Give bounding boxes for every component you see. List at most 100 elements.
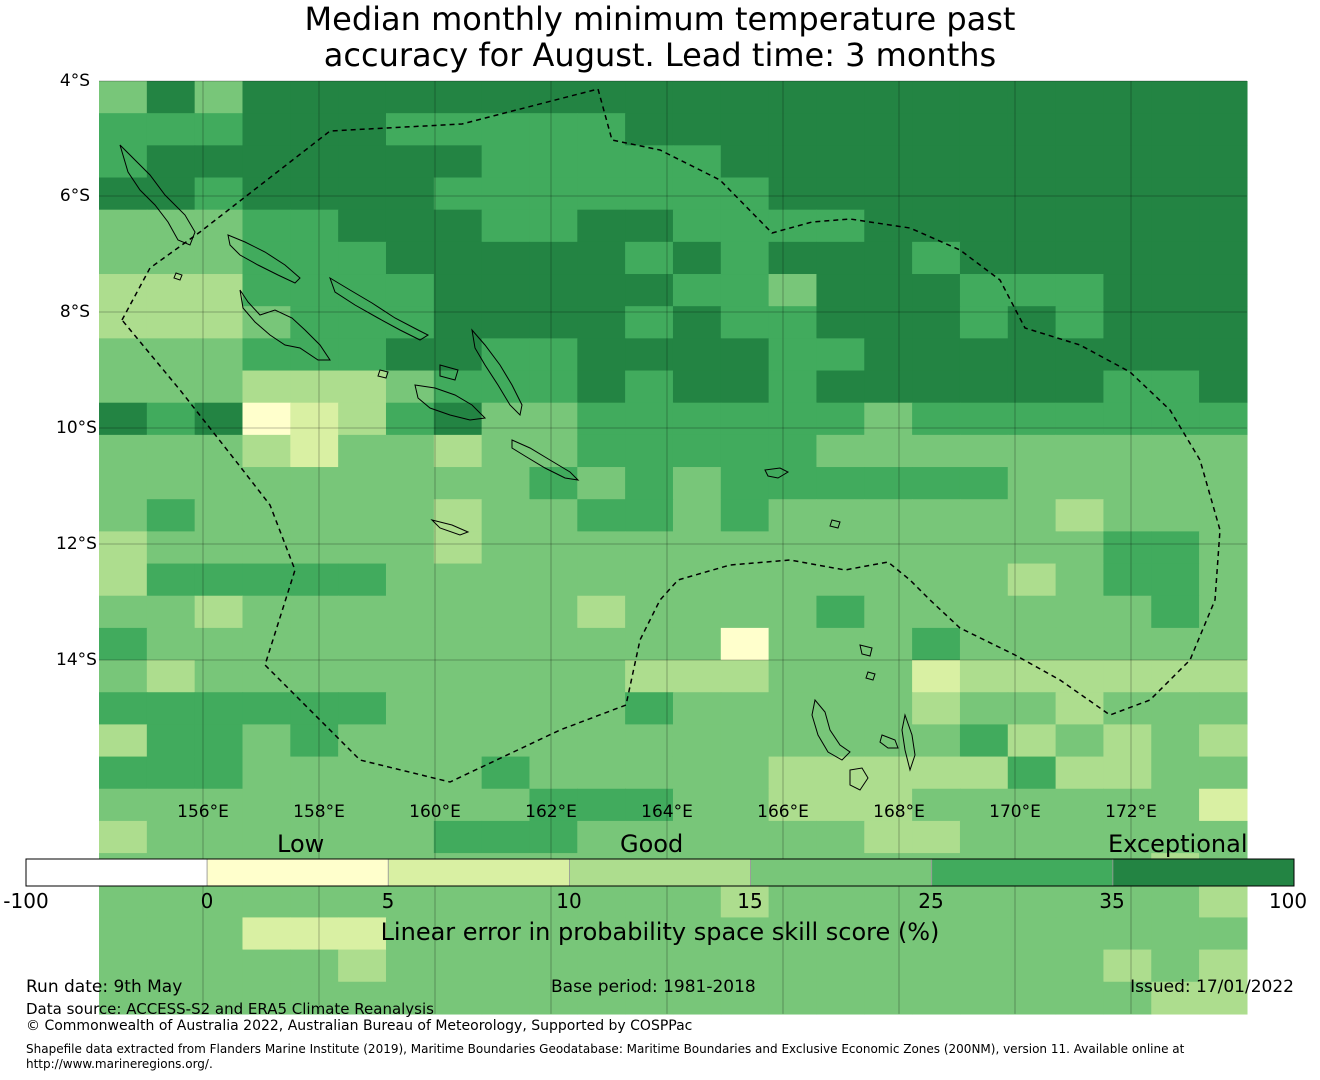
grid-cell xyxy=(338,981,387,1015)
grid-cell xyxy=(672,177,722,211)
grid-cell xyxy=(433,177,483,211)
grid-cell xyxy=(481,692,531,725)
grid-cell xyxy=(433,949,483,983)
grid-cell xyxy=(1103,917,1152,951)
grid-cell xyxy=(1199,917,1248,951)
colorbar-segment xyxy=(569,858,751,887)
legend-category-good: Good xyxy=(620,830,684,858)
grid-cell xyxy=(1151,949,1200,983)
grid-cell xyxy=(194,81,244,114)
grid-cell xyxy=(768,177,818,211)
grid-cell xyxy=(625,370,674,404)
grid-cell xyxy=(816,402,865,436)
grid-cell xyxy=(1103,370,1152,404)
grid-cell xyxy=(338,531,387,565)
grid-cell xyxy=(720,113,770,146)
colorbar-segment xyxy=(750,858,933,887)
grid-cell xyxy=(1007,563,1057,597)
grid-cell xyxy=(912,81,961,114)
grid-cell xyxy=(672,660,722,693)
grid-cell xyxy=(1151,145,1200,179)
grid-cell xyxy=(99,177,148,211)
grid-cell xyxy=(338,402,387,436)
grid-cell xyxy=(1151,595,1200,629)
grid-cell xyxy=(99,820,148,854)
grid-cell xyxy=(433,306,483,339)
grid-cell xyxy=(1055,338,1105,372)
grid-cell xyxy=(529,209,578,243)
grid-cell xyxy=(433,209,483,243)
grid-cell xyxy=(529,627,578,661)
grid-cell xyxy=(99,660,148,693)
grid-cell xyxy=(290,660,339,693)
grid-cell xyxy=(385,338,435,372)
grid-cell xyxy=(433,274,483,307)
grid-cell xyxy=(529,113,578,146)
grid-cell xyxy=(481,209,531,243)
grid-cell xyxy=(481,402,531,436)
grid-cell xyxy=(385,820,435,854)
lon-label-164e: 164°E xyxy=(641,802,693,822)
grid-cell xyxy=(1199,885,1248,919)
grid-cell xyxy=(672,306,722,339)
grid-cell xyxy=(290,338,339,372)
grid-cell xyxy=(864,81,913,114)
cb-tick-10: 10 xyxy=(556,889,582,913)
grid-cell xyxy=(338,788,387,822)
grid-cell xyxy=(338,145,387,179)
grid-cell xyxy=(242,274,291,307)
grid-cell xyxy=(529,145,578,179)
grid-cell xyxy=(959,338,1009,372)
lon-label-168e: 168°E xyxy=(873,802,925,822)
grid-cell xyxy=(720,306,770,339)
grid-cell xyxy=(290,981,339,1015)
grid-cell xyxy=(1103,499,1152,532)
grid-cell xyxy=(1199,338,1248,372)
grid-cell xyxy=(194,241,244,275)
grid-cell xyxy=(194,724,244,758)
base-period: Base period: 1981-2018 xyxy=(551,977,756,997)
grid-cell xyxy=(290,885,339,919)
grid-cell xyxy=(385,595,435,629)
grid-cell xyxy=(242,145,291,179)
colorbar-frame xyxy=(25,858,1295,887)
grid-cell xyxy=(146,820,196,854)
grid-cell xyxy=(1007,177,1057,211)
grid-cell xyxy=(146,370,196,404)
grid-cell xyxy=(99,885,148,919)
grid-cell xyxy=(816,241,865,275)
grid-cell xyxy=(1103,531,1152,565)
grid-cell xyxy=(338,756,387,790)
grid-cell xyxy=(912,274,961,307)
grid-cell xyxy=(194,209,244,243)
grid-cell xyxy=(1103,627,1152,661)
grid-cell xyxy=(864,499,913,532)
grid-cell xyxy=(720,756,770,790)
grid-cell xyxy=(1199,692,1248,725)
grid-cell xyxy=(1103,145,1152,179)
grid-cell xyxy=(959,241,1009,275)
grid-cell xyxy=(959,531,1009,565)
shapefile-credit-line1: Shapefile data extracted from Flanders M… xyxy=(26,1042,1185,1056)
grid-cell xyxy=(146,981,196,1015)
grid-cell xyxy=(242,81,291,114)
grid-cell xyxy=(720,499,770,532)
island-bougainville xyxy=(119,144,196,246)
grid-cell xyxy=(385,467,435,500)
island-vanua-lava xyxy=(859,644,873,657)
grid-cell xyxy=(577,563,626,597)
grid-cell xyxy=(338,885,387,919)
grid-cell xyxy=(768,949,818,983)
grid-cell xyxy=(529,81,578,114)
grid-cell xyxy=(816,81,865,114)
lat-label-14s: 14°S xyxy=(56,650,97,670)
grid-cell xyxy=(1199,788,1248,822)
grid-cell xyxy=(912,306,961,339)
grid-cell xyxy=(194,885,244,919)
grid-cell xyxy=(242,595,291,629)
grid-cell xyxy=(816,434,865,468)
grid-cell xyxy=(99,531,148,565)
grid-cell xyxy=(672,434,722,468)
grid-cell xyxy=(1103,467,1152,500)
grid-cell xyxy=(385,788,435,822)
